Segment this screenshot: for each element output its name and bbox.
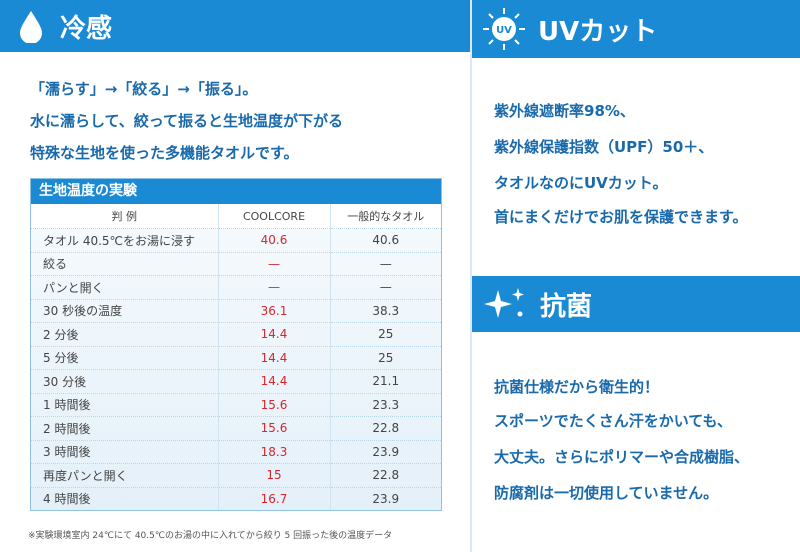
table-cell: 15 — [217, 463, 330, 487]
text-line: 水に濡らして、絞って振ると生地温度が下がる — [30, 112, 344, 130]
title: UVカット — [538, 16, 658, 47]
text-line: 「濡らす」→「絞る」→「振る」。 — [30, 80, 258, 98]
column-header: 一般的なタオル — [329, 204, 441, 229]
antibac-header: 抗菌 — [472, 276, 800, 332]
table-cell: 2 分後 — [31, 322, 218, 346]
table-cell: — — [217, 251, 330, 276]
footnote: ※実験環境室内 24℃にて 40.5℃のお湯の中に入れてから絞り 5 回振った後… — [28, 531, 393, 541]
text-line: 首にまくだけでお肌を保護できます。 — [494, 208, 748, 226]
text-line: タオルなのにUVカット。 — [494, 174, 668, 192]
table-row: 3 時間後 18.3 23.9 — [31, 439, 441, 464]
uv-label: UV — [496, 25, 512, 36]
table-cell: 40.6 — [329, 228, 441, 252]
column-header: COOLCORE — [217, 204, 330, 229]
text-line: スポーツでたくさん汗をかいても、 — [494, 412, 733, 430]
table-cell: 38.3 — [329, 298, 441, 323]
table-cell: 25 — [329, 322, 441, 346]
table-cell: 4 時間後 — [31, 486, 218, 510]
table-cell: 絞る — [31, 251, 218, 276]
table-row: 30 分後 14.4 21.1 — [31, 369, 441, 393]
table-cell: 15.6 — [217, 392, 330, 417]
table-cell: — — [329, 251, 441, 276]
table-row: タオル 40.5℃をお湯に浸す 40.6 40.6 — [31, 228, 441, 252]
divider — [470, 0, 472, 552]
table-row: 4 時間後 16.7 23.9 — [31, 486, 441, 510]
table-cell: 15.6 — [217, 416, 330, 440]
table-cell: 1 時間後 — [31, 392, 218, 417]
title: 冷感 — [60, 13, 113, 44]
table-cell: — — [217, 275, 330, 299]
table-cell: — — [329, 275, 441, 299]
table-cell: 22.8 — [329, 463, 441, 487]
experiment-table: 生地温度の実験 判 例 COOLCORE 一般的なタオル タオル 40.5℃をお湯に浸… — [30, 178, 442, 511]
table-cell: パンと開く — [31, 275, 218, 299]
table-row: 絞る — — — [31, 251, 441, 276]
cool-header: 冷感 — [0, 0, 470, 52]
table-cell: 21.1 — [329, 369, 441, 393]
text-line: 特殊な生地を使った多機能タオルです。 — [30, 144, 299, 162]
uv-header: UV UVカット — [472, 0, 800, 58]
table-cell: タオル 40.5℃をお湯に浸す — [31, 228, 218, 252]
text-line: 防腐剤は一切使用していません。 — [494, 484, 719, 502]
table-cell: 36.1 — [217, 298, 330, 323]
table-cell: 14.4 — [217, 345, 330, 370]
table-cell: 25 — [329, 345, 441, 370]
drop-icon — [20, 11, 42, 43]
table-cell: 16.7 — [217, 486, 330, 510]
table-cell: 23.3 — [329, 392, 441, 417]
table-row: パンと開く — — — [31, 275, 441, 299]
uv-icon: UV — [483, 8, 525, 50]
table-title: 生地温度の実験 — [31, 179, 441, 204]
text-line: 抗菌仕様だから衛生的！ — [494, 378, 660, 396]
table-cell: 14.4 — [217, 322, 330, 346]
table-cell: 再度パンと開く — [31, 463, 218, 487]
text-line: 紫外線保護指数（UPF）50＋、 — [494, 138, 714, 156]
table-cell: 14.4 — [217, 369, 330, 393]
table-cell: 3 時間後 — [31, 439, 218, 464]
table-row: 2 時間後 15.6 22.8 — [31, 416, 441, 440]
table-cell: 5 分後 — [31, 345, 218, 370]
column-header: 判 例 — [111, 210, 138, 223]
table-row: 2 分後 14.4 25 — [31, 322, 441, 346]
table-cell: 40.6 — [217, 228, 330, 252]
title: 抗菌 — [540, 291, 593, 322]
table-cell: 2 時間後 — [31, 416, 218, 440]
table-row: 30 秒後の温度 36.1 38.3 — [31, 298, 441, 323]
table-cell: 22.8 — [329, 416, 441, 440]
sparkle-icon — [484, 288, 524, 318]
table-row: 再度パンと開く 15 22.8 — [31, 463, 441, 487]
table-cell: 23.9 — [329, 486, 441, 510]
text-line: 紫外線遮断率98%、 — [494, 102, 635, 120]
table-cell: 30 秒後の温度 — [31, 298, 218, 323]
text-line: 大丈夫。さらにポリマーや合成樹脂、 — [494, 448, 750, 466]
table-cell: 23.9 — [329, 439, 441, 464]
table-row: 1 時間後 15.6 23.3 — [31, 392, 441, 417]
table-row: 5 分後 14.4 25 — [31, 345, 441, 370]
table-cell: 30 分後 — [31, 369, 218, 393]
table-cell: 18.3 — [217, 439, 330, 464]
